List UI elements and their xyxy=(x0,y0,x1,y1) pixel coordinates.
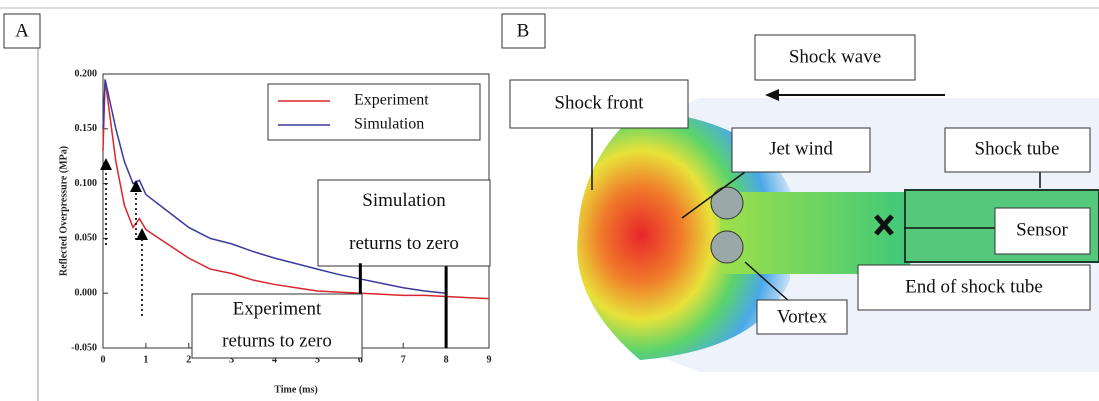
label: Shock wave xyxy=(789,46,881,67)
y-tick-label: 0.000 xyxy=(75,287,98,298)
x-tick-label: 6 xyxy=(358,354,363,365)
label-box xyxy=(509,79,689,129)
y-axis-title: Reflected Overpressure (MPa) xyxy=(58,146,69,276)
label: Sensor xyxy=(1016,219,1068,240)
y-tick-label: 0.050 xyxy=(75,233,98,244)
annotation-box xyxy=(191,293,363,359)
label-box xyxy=(754,34,916,81)
x-tick-label: 8 xyxy=(444,354,449,365)
x-tick-label: 5 xyxy=(315,354,320,365)
panel-label: B xyxy=(517,20,530,41)
arrow-heads xyxy=(100,158,148,240)
annotation: returns to zero xyxy=(349,233,459,254)
panel-label: A xyxy=(15,20,29,41)
panel-box xyxy=(3,13,41,49)
x-tick-label: 1 xyxy=(143,354,148,365)
legend-label: Simulation xyxy=(354,116,424,133)
x-tick-label: 7 xyxy=(401,354,406,365)
label-box xyxy=(857,264,1091,311)
x-tick-label: 9 xyxy=(487,354,492,365)
x-tick-label: 0 xyxy=(101,354,106,365)
series-line xyxy=(102,79,490,300)
x-tick-label: 4 xyxy=(272,354,277,365)
x-axis-title: Time (ms) xyxy=(274,384,317,395)
label-box xyxy=(994,207,1091,255)
label-box xyxy=(731,127,871,173)
series-line xyxy=(102,79,447,294)
x-tick-label: 2 xyxy=(186,354,191,365)
label: Shock front xyxy=(554,92,644,113)
jet xyxy=(720,192,910,274)
label-box xyxy=(944,127,1091,173)
annotation: returns to zero xyxy=(222,330,332,351)
legend-label: Experiment xyxy=(354,92,429,109)
y-tick-label: -0.050 xyxy=(71,342,97,353)
annotation: Experiment xyxy=(233,298,322,319)
legend-box xyxy=(267,83,481,141)
panel-box xyxy=(501,13,546,49)
vortex-mark xyxy=(710,186,744,220)
label-box xyxy=(756,299,848,335)
pointers xyxy=(591,94,1041,303)
label: End of shock tube xyxy=(905,276,1043,297)
vortex-mark xyxy=(710,230,744,264)
annotation-box xyxy=(317,179,491,267)
label: Vortex xyxy=(777,306,828,327)
y-tick-label: 0.100 xyxy=(75,178,98,189)
label: Jet wind xyxy=(769,138,833,159)
x-tick-label: 3 xyxy=(229,354,234,365)
arrows xyxy=(105,168,143,316)
sensor-mark xyxy=(874,214,894,236)
y-tick-label: 0.200 xyxy=(75,68,98,79)
arrow-head xyxy=(765,89,779,101)
y-tick-label: 0.150 xyxy=(75,123,98,134)
label: Shock tube xyxy=(975,138,1060,159)
annotation: Simulation xyxy=(362,190,446,211)
